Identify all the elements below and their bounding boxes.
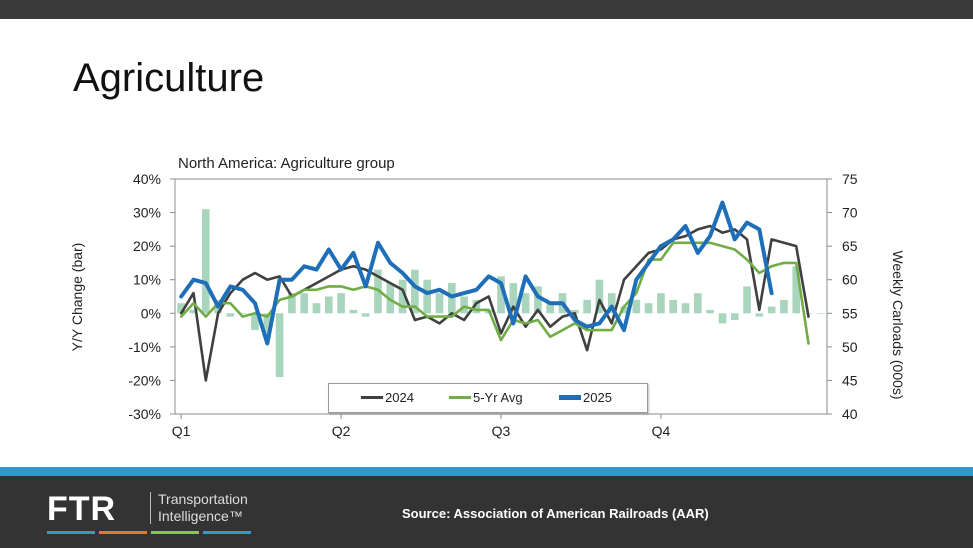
yoy-bar [324,296,333,314]
yoy-bar [595,279,604,314]
yoy-bar [189,309,198,314]
yoy-bar [570,309,579,314]
yoy-bar [730,313,739,320]
logo-stripe [151,531,199,534]
x-tick-label: Q1 [172,423,191,439]
y-tick-label-right: 60 [842,272,858,288]
yoy-bar [546,303,555,314]
yoy-bar [275,313,284,378]
y-tick-label-right: 45 [842,372,858,388]
yoy-bar [657,293,665,314]
legend-swatch-2024 [361,396,383,399]
logo-stripe [203,531,251,534]
y-tick-label-left: 0% [141,305,161,321]
yoy-bar [755,313,764,317]
yoy-bar [238,313,247,314]
y-tick-label-left: 20% [133,238,161,254]
yoy-bar [226,313,235,317]
yoy-bar [792,266,801,314]
y-axis-left-label: Y/Y Change (bar) [69,243,85,352]
logo-tagline-line2: Intelligence™ [158,508,243,524]
yoy-bar [251,313,259,331]
source-note: Source: Association of American Railroad… [402,506,709,521]
yoy-bar [497,276,505,314]
yoy-bar [288,293,296,314]
yoy-bar [767,306,776,314]
yoy-bar [509,283,518,314]
y-tick-label-right: 70 [842,205,858,221]
legend-label-5yr-avg: 5-Yr Avg [473,390,523,405]
page-title: Agriculture [73,56,265,100]
legend-label-2025: 2025 [583,390,612,405]
yoy-bar [201,209,210,314]
yoy-bar [632,299,641,314]
yoy-bar [472,299,481,314]
y-tick-label-right: 40 [842,406,858,422]
yoy-bar [521,293,530,314]
y-tick-label-right: 50 [842,339,858,355]
top-bar [0,0,973,19]
chart: North America: Agriculture group 40% 30% 2… [69,155,906,439]
yoy-bar [361,313,370,317]
yoy-bar [312,303,321,314]
y-tick-label-left: -20% [128,372,161,388]
y-tick-label-left: -10% [128,339,161,355]
chart-legend: 2024 5-Yr Avg 2025 [328,383,648,413]
legend-item-2025: 2025 [559,390,612,405]
yoy-bar [398,279,407,314]
y-axis-right-label: Weekly Carloads (000s) [890,250,906,399]
legend-swatch-2025 [559,395,581,400]
yoy-bar [706,309,714,314]
yoy-bar [349,309,358,314]
yoy-bar [607,293,616,314]
yoy-bar [534,286,542,314]
yoy-bar [337,293,345,314]
yoy-bar [435,293,444,314]
series-line-2024 [179,224,810,382]
yoy-bar [386,283,395,314]
yoy-bar [583,299,591,314]
yoy-bar [423,279,432,314]
yoy-bar [300,293,308,314]
legend-swatch-5yr-avg [449,396,471,399]
y-tick-label-left: 10% [133,272,161,288]
logo-stripe [99,531,147,534]
yoy-bar [177,303,185,314]
yoy-bar [460,296,468,314]
yoy-bar [263,313,272,337]
accent-stripe [0,467,973,476]
ftr-logo: FTR [47,490,117,528]
logo-divider [150,492,151,524]
y-tick-label-right: 65 [842,238,858,254]
footer: FTR Transportation Intelligence™ Source:… [0,476,973,548]
y-tick-label-left: -30% [128,406,161,422]
yoy-bar [620,306,628,314]
y-tick-label-left: 30% [133,205,161,221]
legend-label-2024: 2024 [385,390,414,405]
chart-title: North America: Agriculture group [178,155,395,172]
y-tick-label-left: 40% [133,171,161,187]
y-tick-label-right: 55 [842,305,858,321]
legend-item-5yr-avg: 5-Yr Avg [449,390,523,405]
logo-stripes [47,531,251,534]
logo-stripe [47,531,95,534]
x-tick-label: Q4 [652,423,671,439]
series-line-2025 [179,200,774,346]
yoy-bar [681,303,690,314]
legend-item-2024: 2024 [361,390,414,405]
logo-tagline-line1: Transportation [158,491,248,507]
yoy-bar [743,286,751,314]
y-tick-label-right: 75 [842,171,858,187]
yoy-bar [780,299,788,314]
x-tick-label: Q3 [492,423,511,439]
yoy-bar [694,293,702,314]
yoy-bar [411,269,419,314]
yoy-bar [669,299,678,314]
yoy-bar [817,313,825,314]
x-tick-label: Q2 [332,423,351,439]
yoy-bar [718,313,727,324]
yoy-bar [644,303,653,314]
